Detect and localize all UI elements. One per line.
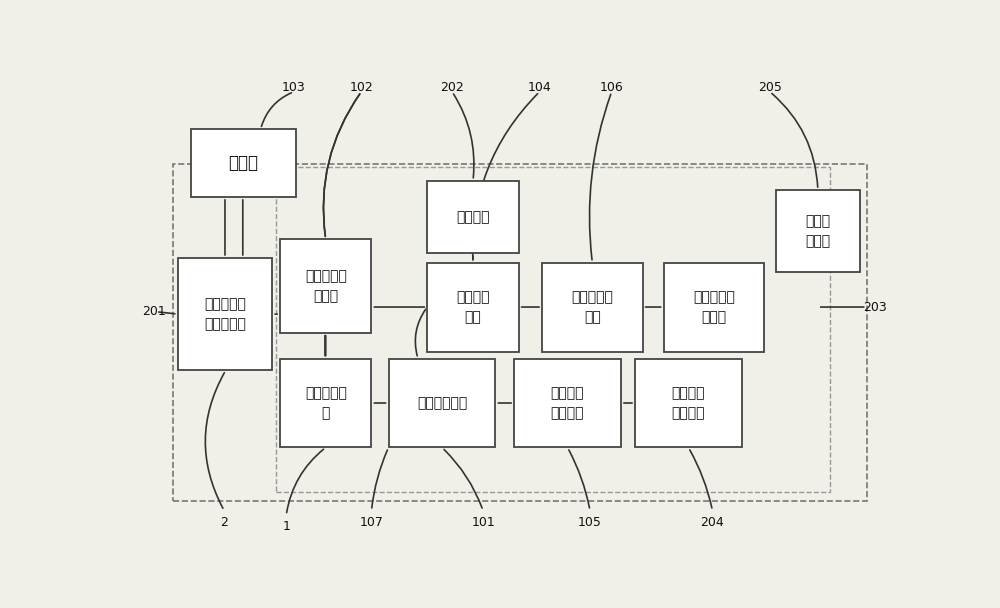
Text: 数据率加速
单元: 数据率加速 单元 xyxy=(571,290,613,324)
Text: 数字模拟转
换单元: 数字模拟转 换单元 xyxy=(693,290,735,324)
Text: 203: 203 xyxy=(863,300,887,314)
Text: 202: 202 xyxy=(440,81,464,94)
Text: 105: 105 xyxy=(578,516,602,529)
Bar xyxy=(388,359,495,447)
Bar xyxy=(514,359,621,447)
Bar xyxy=(191,129,296,197)
Bar xyxy=(280,239,371,333)
Bar xyxy=(427,181,519,253)
Text: 106: 106 xyxy=(600,81,624,94)
Text: 104: 104 xyxy=(528,81,552,94)
Text: 核心管理单元: 核心管理单元 xyxy=(417,396,467,410)
Text: 系统时钟
管理单元: 系统时钟 管理单元 xyxy=(551,386,584,420)
Text: 输出时钟
管理单元: 输出时钟 管理单元 xyxy=(672,386,705,420)
Bar xyxy=(776,190,860,272)
Bar xyxy=(635,359,742,447)
Text: 方波输
出单元: 方波输 出单元 xyxy=(805,214,830,247)
Bar xyxy=(280,359,371,447)
Text: 101: 101 xyxy=(471,516,495,529)
Bar xyxy=(276,167,830,492)
Text: 107: 107 xyxy=(360,516,383,529)
Bar xyxy=(664,263,764,351)
Bar xyxy=(427,263,519,351)
Text: 1: 1 xyxy=(282,520,290,533)
Text: 2: 2 xyxy=(220,516,228,529)
Bar xyxy=(178,258,272,370)
Text: 102: 102 xyxy=(350,81,373,94)
Text: 触发同步单
元: 触发同步单 元 xyxy=(305,386,347,420)
Text: 103: 103 xyxy=(282,81,306,94)
Text: 205: 205 xyxy=(758,81,782,94)
Bar xyxy=(173,164,867,502)
Text: 存储控制
单元: 存储控制 单元 xyxy=(456,290,490,324)
Bar xyxy=(542,263,643,351)
Text: 上位机: 上位机 xyxy=(228,154,258,172)
Text: 201: 201 xyxy=(143,305,166,318)
Text: 204: 204 xyxy=(701,516,724,529)
Text: 数据传输控
制单元: 数据传输控 制单元 xyxy=(305,269,347,303)
Text: 存储单元: 存储单元 xyxy=(456,210,490,224)
Text: 数据传输总
线控制单元: 数据传输总 线控制单元 xyxy=(204,297,246,331)
